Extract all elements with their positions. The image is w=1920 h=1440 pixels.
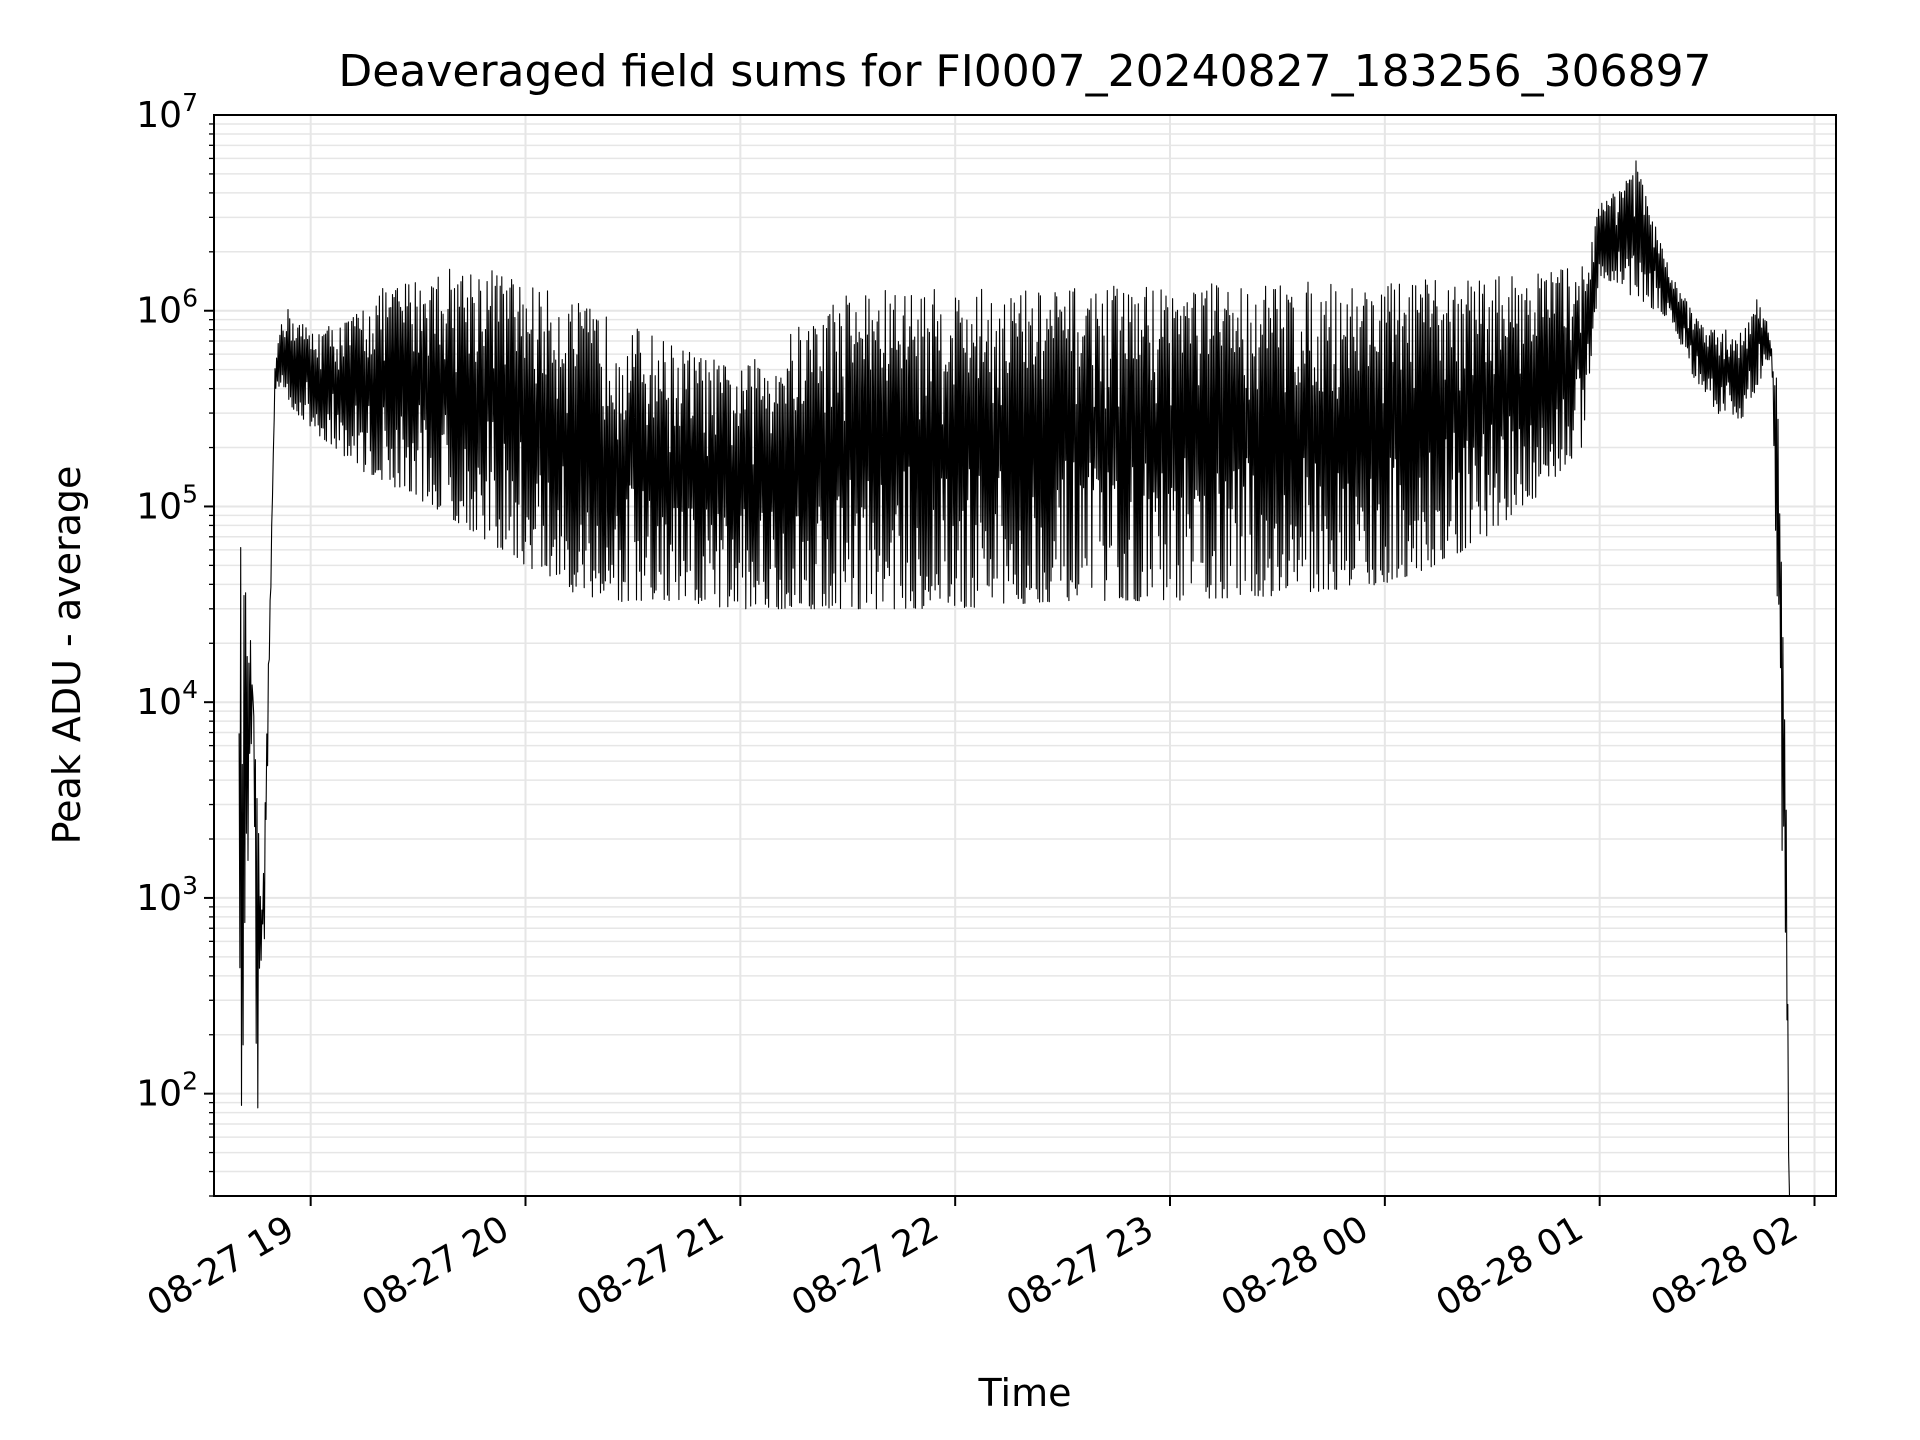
x-axis-label: Time xyxy=(978,1371,1072,1415)
y-axis-label: Peak ADU - average xyxy=(45,466,89,845)
series-line xyxy=(238,160,1791,1197)
plot-frame xyxy=(213,114,1837,1197)
y-tick-label: 103 xyxy=(136,871,198,919)
x-tick-label: 08-27 19 xyxy=(141,1208,302,1324)
y-tick-label: 102 xyxy=(136,1067,198,1115)
y-tick-label: 107 xyxy=(136,88,198,136)
y-tick-label: 106 xyxy=(136,284,198,332)
y-tick-label: 104 xyxy=(136,675,198,723)
chart-title: Deaveraged field sums for FI0007_2024082… xyxy=(338,46,1711,97)
x-tick-label: 08-27 21 xyxy=(570,1208,731,1324)
x-tick-label: 08-27 20 xyxy=(355,1208,516,1324)
x-tick-label: 08-28 02 xyxy=(1644,1208,1805,1324)
y-tick-label: 105 xyxy=(136,479,198,527)
x-tick-label: 08-28 00 xyxy=(1215,1208,1376,1324)
x-tick-label: 08-27 23 xyxy=(1000,1208,1161,1324)
x-tick-label: 08-28 01 xyxy=(1430,1208,1591,1324)
x-tick-label: 08-27 22 xyxy=(785,1208,946,1324)
